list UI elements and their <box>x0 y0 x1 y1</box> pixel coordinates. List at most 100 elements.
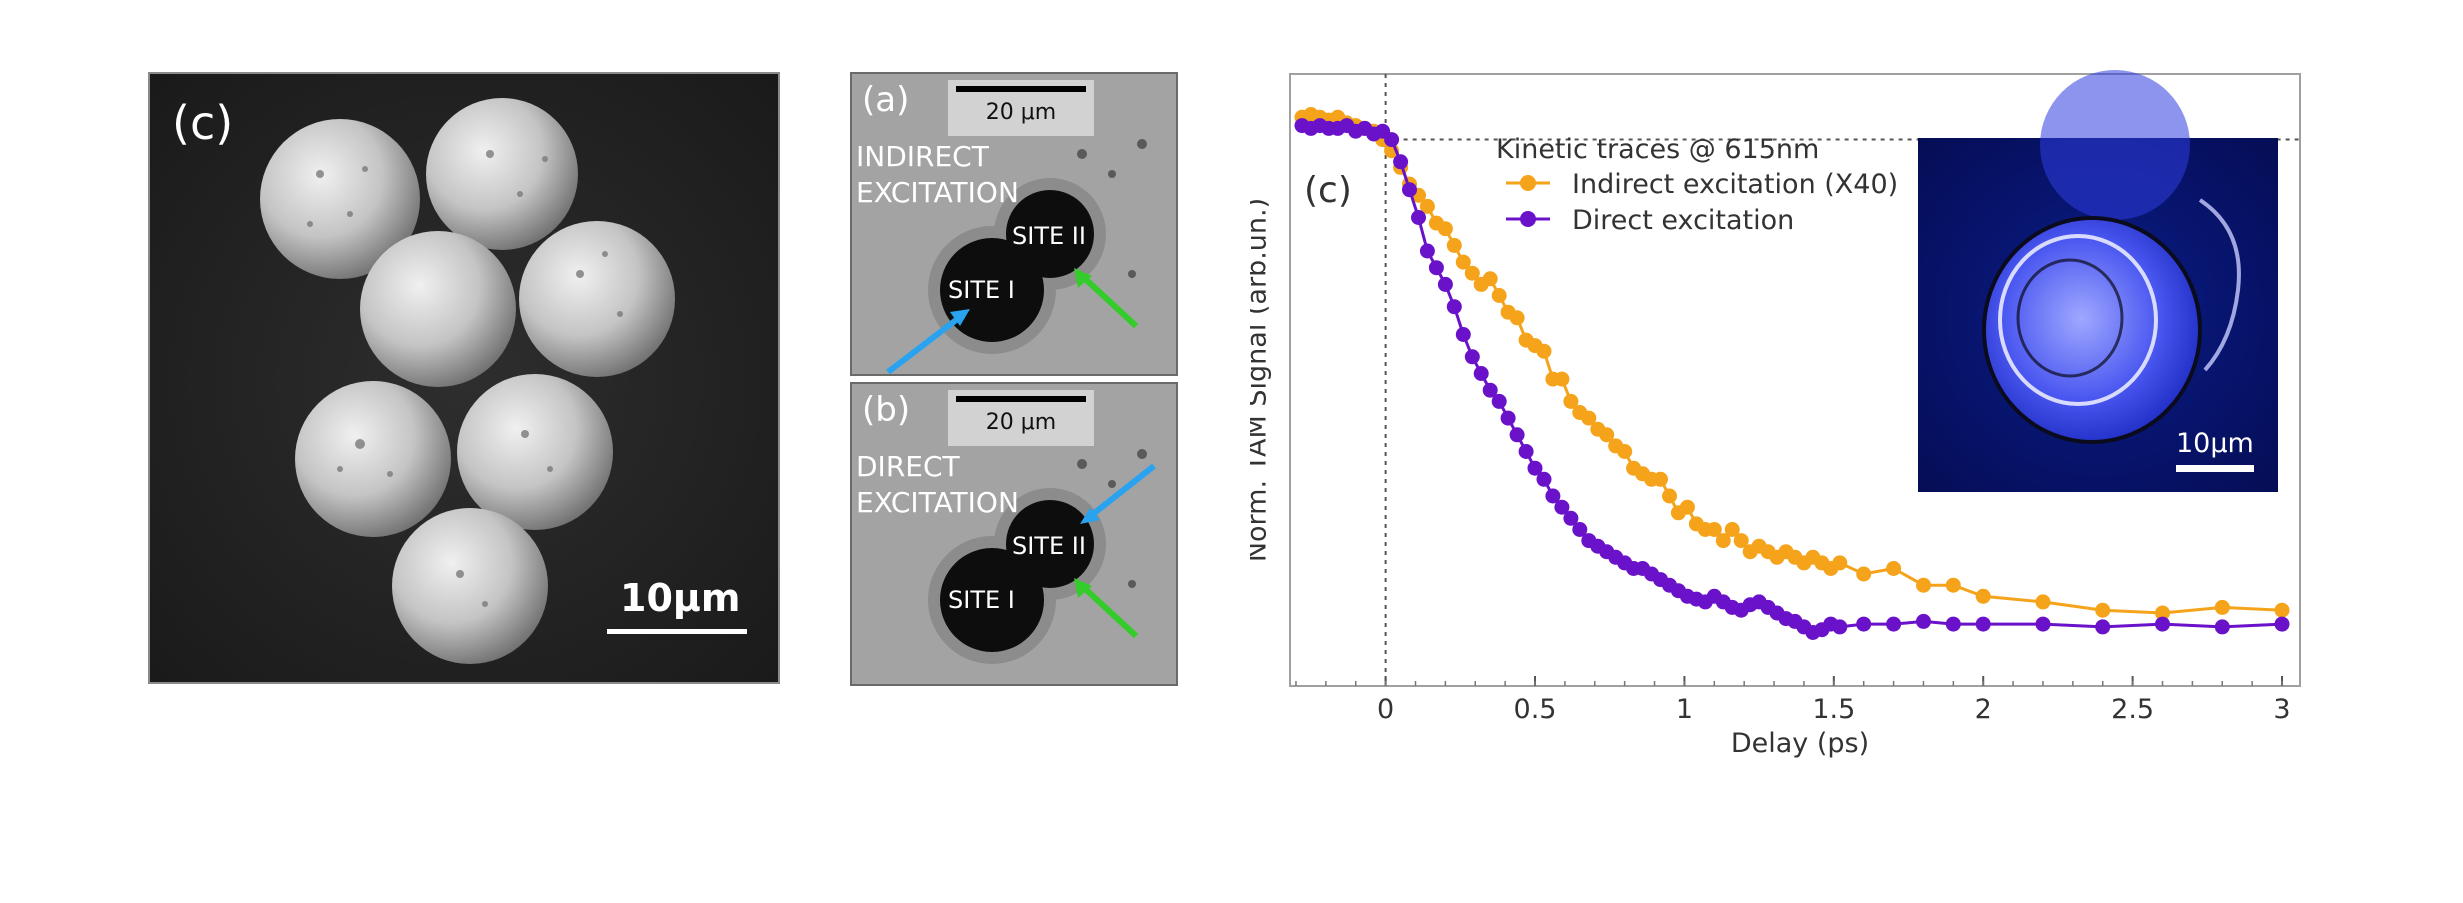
data-point <box>2035 594 2051 610</box>
chart-panel-label: (c) <box>1304 170 1352 211</box>
x-tick-label: 0.5 <box>1514 694 1557 725</box>
blue-arrow-a <box>886 311 966 374</box>
data-point <box>1411 210 1426 225</box>
data-point <box>1509 310 1525 326</box>
data-point <box>1384 132 1400 148</box>
micrograph-b-panel: 20 μm (b) DIRECT EXCITATION SITE I SITE … <box>850 382 1178 686</box>
data-point <box>2095 619 2111 635</box>
data-point <box>1464 265 1480 281</box>
micrograph-a-image <box>852 74 1176 374</box>
data-point <box>1437 221 1453 237</box>
data-point <box>1437 276 1453 292</box>
data-point <box>1527 460 1543 476</box>
micrograph-a-site-2: SITE II <box>1012 222 1086 250</box>
data-point <box>1500 410 1516 426</box>
green-arrowhead-b <box>1074 578 1092 598</box>
data-point <box>1563 510 1579 526</box>
data-point <box>2155 616 2170 632</box>
micrograph-b-title-line1: DIRECT <box>856 450 960 483</box>
site-2-blob-b <box>1006 500 1094 588</box>
plot-frame <box>1289 73 2301 687</box>
data-point <box>2155 605 2170 621</box>
micrograph-b-image <box>852 384 1176 684</box>
data-point <box>1491 288 1507 303</box>
data-point <box>1832 555 1848 571</box>
micrograph-a-title-line1: INDIRECT <box>856 140 989 173</box>
data-point <box>1832 619 1848 635</box>
data-point <box>1393 154 1409 170</box>
blue-arrowhead-b <box>1080 508 1100 524</box>
legend-direct-label: Direct excitation <box>1572 205 1794 236</box>
legend-indirect-marker <box>1520 175 1536 191</box>
micrograph-b-label: (b) <box>862 390 911 430</box>
data-point <box>1455 327 1471 342</box>
sem-microspheres-image <box>150 74 778 682</box>
micrograph-b-scale-bar <box>956 396 1086 402</box>
data-point <box>1945 616 1961 632</box>
data-point <box>1536 343 1552 359</box>
data-point <box>1482 382 1498 398</box>
legend-indirect-label: Indirect excitation (X40) <box>1572 169 1898 200</box>
data-point <box>2095 602 2111 618</box>
data-point <box>1446 237 1462 253</box>
kinetic-traces-chart: 0 0.5 1 1.5 2 2.5 3 (c) Norm. TAM Signal (arb.… <box>1250 70 2301 759</box>
data-point <box>1581 410 1597 426</box>
x-tick-label: 1 <box>1676 694 1693 725</box>
data-point <box>2214 599 2230 615</box>
data-point <box>1536 471 1552 487</box>
data-point <box>1518 444 1534 459</box>
micrograph-b-site-1: SITE I <box>948 586 1015 614</box>
data-point <box>2214 619 2230 635</box>
data-point <box>1975 616 1991 632</box>
data-point <box>1473 366 1489 381</box>
data-point <box>1446 299 1462 315</box>
data-point <box>1715 533 1731 549</box>
data-point <box>1554 371 1570 387</box>
x-tick-label: 1.5 <box>1812 694 1855 725</box>
data-point <box>1402 182 1417 198</box>
x-tick-label: 0 <box>1377 694 1394 725</box>
site-2-blob-a <box>1006 190 1094 278</box>
green-arrowhead-a <box>1074 268 1092 288</box>
data-point <box>1617 444 1633 459</box>
sem-scale-label: 10μm <box>620 576 741 620</box>
legend-direct-marker <box>1520 211 1536 227</box>
data-point <box>1886 616 1902 632</box>
data-point <box>1662 488 1677 504</box>
data-point <box>1419 198 1435 214</box>
micrograph-b-site-2: SITE II <box>1012 532 1086 560</box>
y-axis-label: Norm. TAM Signal (arb.un.) <box>1250 198 1273 562</box>
data-point <box>1916 577 1931 593</box>
data-point <box>1653 471 1668 487</box>
micrograph-b-title-line2: EXCITATION <box>856 486 1019 519</box>
series-direct <box>1294 118 2290 640</box>
inset-scale-label: 10μm <box>2176 428 2254 459</box>
data-point <box>2274 602 2290 618</box>
data-point <box>1482 271 1498 287</box>
data-point <box>1545 488 1561 504</box>
legend: Kinetic traces @ 615nm Indirect excitati… <box>1496 134 1898 236</box>
x-tick-label: 3 <box>2273 694 2290 725</box>
data-point <box>1724 522 1740 537</box>
micrograph-a-scale-bar <box>956 86 1086 92</box>
data-point <box>1733 533 1749 549</box>
data-point <box>1856 566 1872 582</box>
microspheres <box>260 98 675 664</box>
data-point <box>1428 260 1444 276</box>
data-point <box>2035 616 2051 632</box>
sem-scale-bar <box>607 629 747 634</box>
data-point <box>1975 588 1991 604</box>
data-point <box>1554 499 1570 515</box>
data-point <box>1706 522 1722 537</box>
data-point <box>1886 561 1902 576</box>
data-point <box>1916 613 1931 629</box>
x-tick-label: 2 <box>1975 694 1992 725</box>
data-point <box>2274 616 2290 632</box>
sem-image-panel: (c) 10μm <box>148 72 780 684</box>
data-point <box>1572 522 1588 537</box>
legend-title: Kinetic traces @ 615nm <box>1496 134 1819 165</box>
data-point <box>1945 577 1961 593</box>
data-point <box>1455 254 1471 270</box>
blue-arrowhead-a <box>950 309 970 326</box>
data-point <box>1599 427 1615 443</box>
